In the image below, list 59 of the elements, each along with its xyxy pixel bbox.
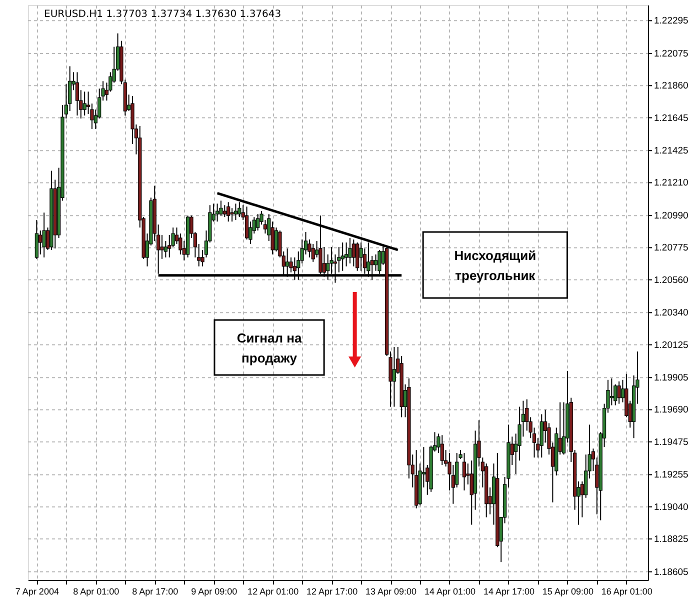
candlestick	[610, 378, 614, 406]
candlestick	[374, 254, 378, 272]
candlestick	[440, 434, 444, 466]
candlestick	[256, 214, 260, 232]
y-tick-label: 1.20775	[654, 242, 688, 254]
y-tick-label: 1.20340	[654, 308, 688, 319]
candlestick	[238, 202, 242, 218]
annotation: Сигнал на продажу	[236, 330, 302, 366]
candlestick	[234, 203, 238, 221]
x-tick-label: 8 Apr 01:00	[73, 586, 120, 596]
candlestick	[222, 204, 226, 218]
chart-title: EURUSD.H1 1.37703 1.37734 1.37630 1.37643	[44, 9, 282, 20]
candlestick	[340, 242, 344, 272]
candlestick	[42, 212, 46, 258]
y-tick-label: 1.22295	[654, 16, 688, 27]
candlestick	[356, 242, 360, 272]
x-tick-label: 15 Apr 09:00	[542, 586, 594, 596]
candlestick	[462, 452, 466, 491]
y-tick-label: 1.19255	[654, 470, 688, 481]
x-tick-label: 16 Apr 01:00	[601, 586, 652, 596]
y-tick-label: 1.18825	[654, 534, 688, 545]
candlestick	[244, 206, 249, 240]
x-tick-label: 13 Apr 09:00	[366, 586, 417, 596]
candlestick	[226, 202, 230, 222]
y-tick-label: 1.21645	[654, 112, 688, 124]
y-tick-label: 1.19475	[654, 436, 688, 448]
candlestick	[215, 203, 220, 222]
y-tick-label: 1.22075	[654, 48, 688, 60]
x-tick-label: 12 Apr 17:00	[306, 586, 358, 596]
candlestick	[352, 238, 356, 267]
y-tick-label: 1.21860	[654, 80, 688, 92]
y-tick-label: 1.20125	[654, 340, 688, 351]
x-tick-label: 9 Apr 09:00	[191, 586, 238, 596]
x-tick-label: 14 Apr 17:00	[483, 586, 534, 596]
candlestick	[82, 91, 86, 116]
y-tick-label: 1.21210	[654, 178, 688, 189]
candlestick	[392, 346, 396, 408]
x-tick-label: 12 Apr 01:00	[248, 586, 299, 596]
candlestick	[344, 242, 348, 267]
candlestick	[540, 414, 544, 458]
x-tick-label: 7 Apr 2004	[15, 586, 59, 596]
y-tick-label: 1.19905	[654, 372, 688, 384]
y-tick-label: 1.20990	[654, 210, 688, 222]
y-tick-label: 1.19690	[654, 404, 688, 416]
y-tick-label: 1.20560	[654, 274, 688, 286]
candlestick	[75, 72, 80, 116]
candlestick	[34, 220, 38, 260]
candlestick	[230, 208, 234, 222]
candlestick	[311, 243, 315, 262]
candlestick	[38, 230, 42, 255]
y-tick-label: 1.18605	[654, 566, 688, 578]
y-tick-label: 1.19040	[654, 502, 688, 513]
candlestick	[617, 380, 621, 404]
x-tick-label: 8 Apr 17:00	[132, 586, 178, 596]
candlestick	[359, 242, 363, 272]
annotation: Нисходящий треугольник	[454, 248, 536, 283]
x-tick-label: 14 Apr 01:00	[424, 586, 476, 596]
y-tick-label: 1.21425	[654, 146, 688, 157]
candlestick	[160, 234, 164, 260]
